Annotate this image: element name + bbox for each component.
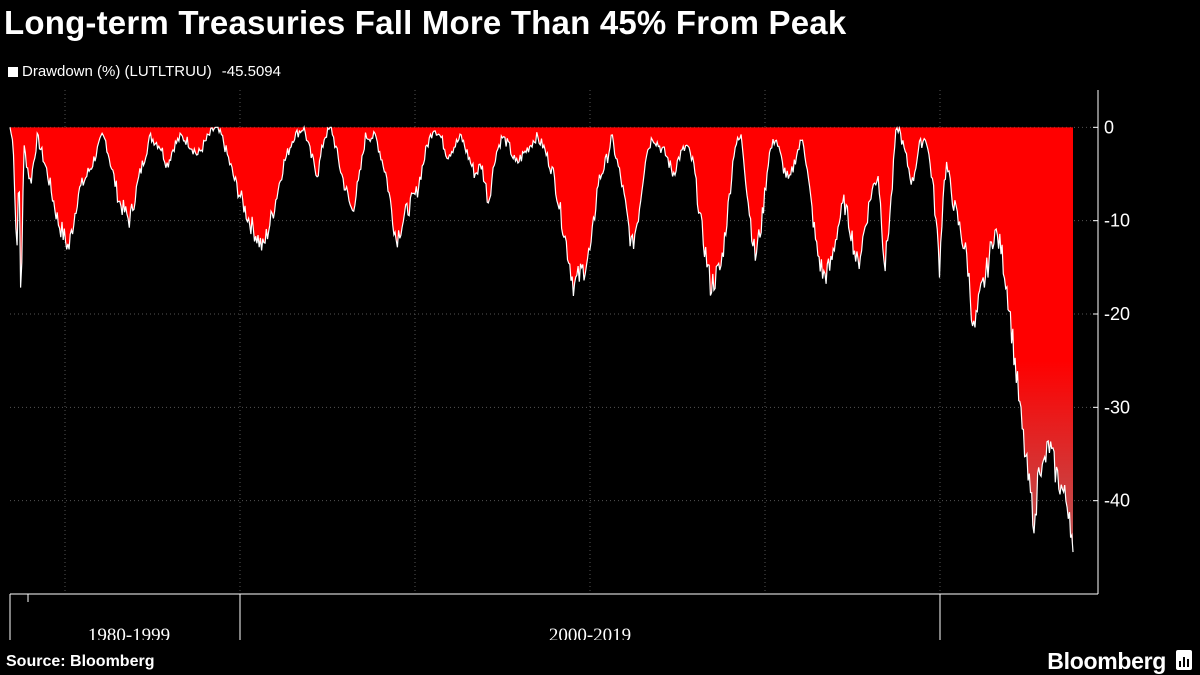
y-tick-label: -10 [1104, 211, 1130, 231]
chart-legend: Drawdown (%) (LUTLTRUU) -45.5094 [8, 63, 281, 80]
drawdown-area [10, 127, 1073, 553]
drawdown-line [9, 125, 1074, 553]
bloomberg-chart-icon [1176, 650, 1192, 670]
drawdown-chart: 0 -10 -20 -30 -40 1980-1999 2000-2019 [9, 90, 1130, 640]
legend-swatch [8, 66, 18, 77]
legend-series-name: Drawdown (%) (LUTLTRUU) [22, 63, 212, 80]
y-tick-label: -30 [1104, 397, 1130, 417]
chart-title: Long-term Treasuries Fall More Than 45% … [4, 4, 847, 41]
x-category-label: 2000-2019 [549, 625, 631, 640]
bloomberg-logo: Bloomberg [1047, 648, 1166, 674]
grid-lines [10, 90, 1098, 594]
x-category-label: 1980-1999 [88, 625, 170, 640]
y-tick-label: -40 [1104, 491, 1130, 511]
legend-last-value: -45.5094 [221, 63, 281, 80]
y-tick-label: 0 [1104, 117, 1114, 137]
source-note: Source: Bloomberg [6, 653, 155, 670]
y-tick-label: -20 [1104, 304, 1130, 324]
chart-axes: 0 -10 -20 -30 -40 1980-1999 2000-2019 [9, 90, 1130, 640]
